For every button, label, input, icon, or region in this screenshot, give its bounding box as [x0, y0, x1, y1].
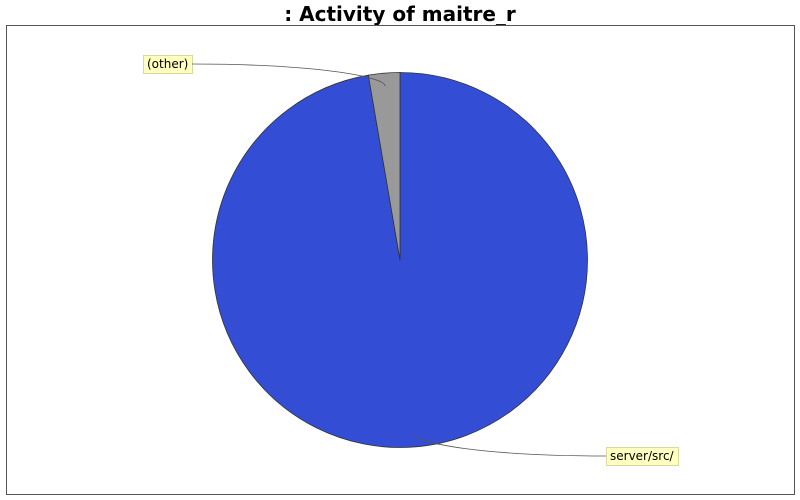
slice-label: server/src/	[610, 449, 675, 463]
chart-title: : Activity of maitre_r	[284, 2, 516, 26]
callout-leader-line	[414, 433, 607, 457]
slice-label: (other)	[147, 57, 188, 71]
callout-leader-line	[191, 63, 386, 87]
callout-box	[143, 55, 193, 74]
pie-slice-other	[367, 72, 401, 261]
callout-box	[606, 447, 679, 466]
